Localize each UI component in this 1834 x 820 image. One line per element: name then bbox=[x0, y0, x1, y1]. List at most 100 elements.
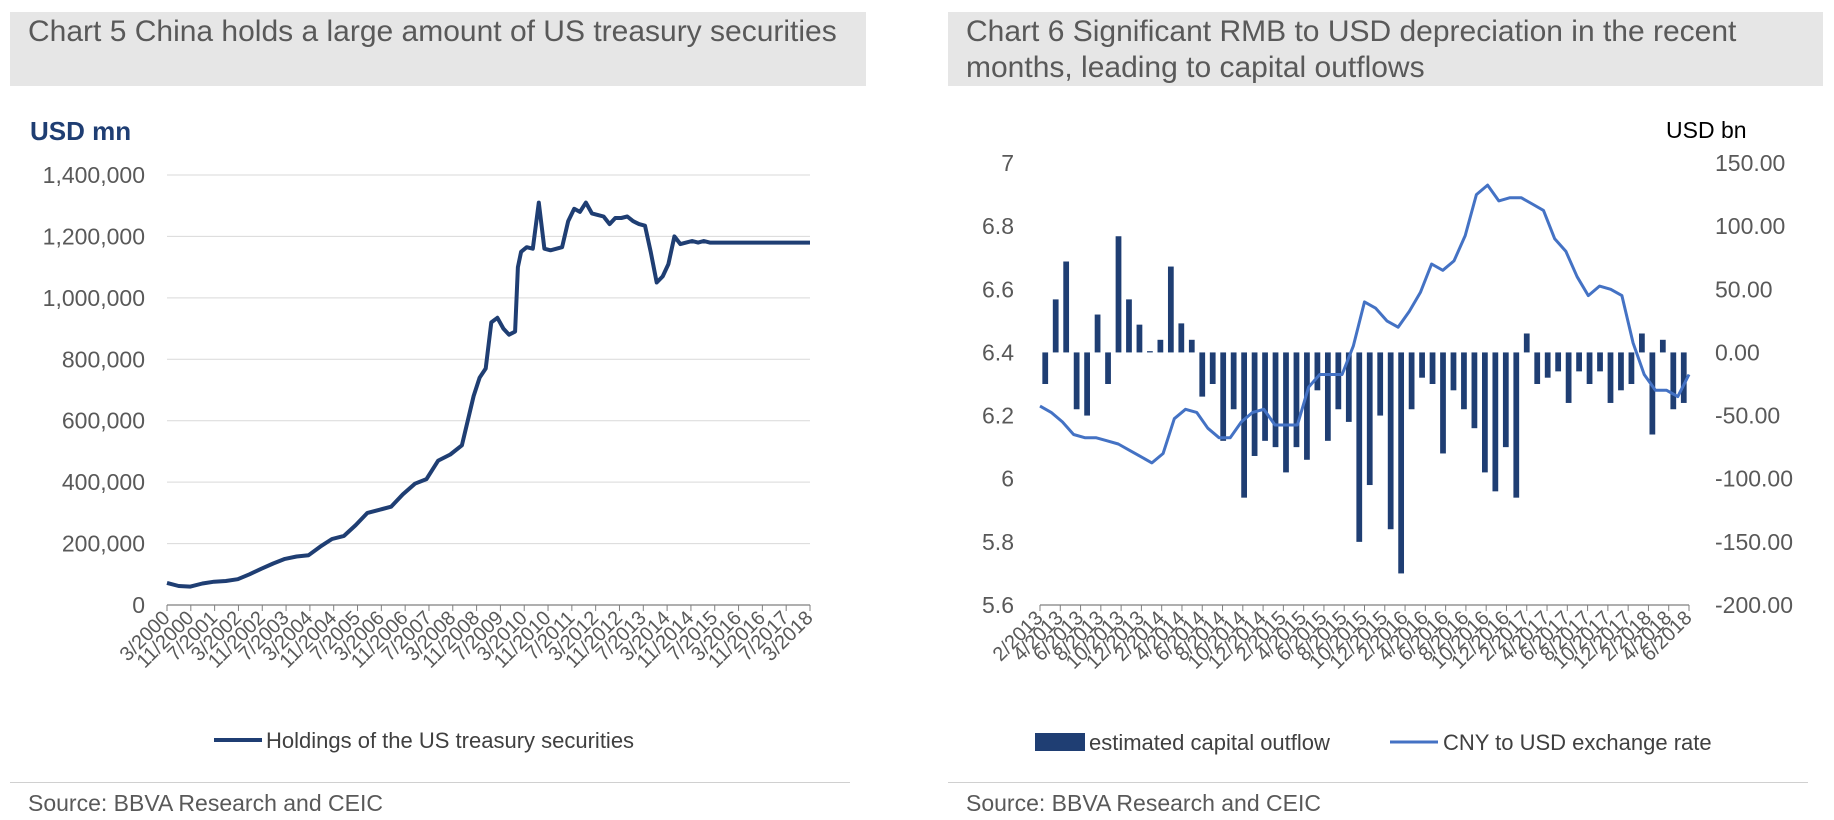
chart5-ytick-label: 600,000 bbox=[62, 408, 145, 434]
chart6-outflow-bar bbox=[1283, 352, 1289, 473]
chart6-right-tick-label: 100.00 bbox=[1715, 213, 1785, 239]
chart6-outflow-bar bbox=[1230, 352, 1237, 410]
chart5-source: Source: BBVA Research and CEIC bbox=[28, 790, 383, 816]
chart6-source: Source: BBVA Research and CEIC bbox=[966, 790, 1321, 816]
chart6-outflow-bar bbox=[1544, 352, 1551, 378]
chart6-outflow-bar bbox=[1366, 352, 1373, 486]
chart5-legend-label: Holdings of the US treasury securities bbox=[266, 728, 634, 753]
chart6-outflow-bar bbox=[1607, 352, 1614, 403]
chart5-holdings-line bbox=[166, 200, 810, 589]
chart5-ytick-label: 1,200,000 bbox=[43, 223, 145, 249]
chart6-right-tick-label: -150.00 bbox=[1715, 529, 1793, 555]
chart5-title: Chart 5 China holds a large amount of US… bbox=[10, 12, 866, 86]
chart6-outflow-bar bbox=[1115, 236, 1122, 353]
chart6-outflow-bar bbox=[1429, 352, 1436, 384]
chart6-outflow-bar bbox=[1042, 352, 1049, 384]
chart6-outflow-bar bbox=[1251, 352, 1258, 456]
chart6-right-tick-label: -200.00 bbox=[1715, 592, 1793, 618]
chart6-outflow-bar bbox=[1304, 352, 1310, 460]
chart6-outflow-bar bbox=[1220, 352, 1227, 441]
chart6-outflow-bar bbox=[1555, 352, 1562, 372]
chart6-outflow-bar bbox=[1618, 352, 1624, 391]
chart6-legend-line-label: CNY to USD exchange rate bbox=[1443, 730, 1712, 755]
chart5-unit-label: USD mn bbox=[30, 116, 131, 146]
chart6-legend-bar-swatch bbox=[1035, 733, 1085, 751]
chart5-ytick-label: 400,000 bbox=[62, 469, 145, 495]
chart6-outflow-bar bbox=[1419, 352, 1425, 378]
chart6-outflow-bar bbox=[1513, 352, 1520, 498]
chart6-outflow-bar bbox=[1680, 352, 1687, 403]
chart6-outflow-bar bbox=[1084, 352, 1090, 416]
chart6-left-tick-label: 5.6 bbox=[982, 592, 1014, 618]
chart6-outflow-bar bbox=[1398, 352, 1405, 574]
chart6-outflow-bar bbox=[1073, 352, 1080, 410]
chart6-exchange-rate-line bbox=[1039, 183, 1691, 465]
chart6-outflow-bar bbox=[1314, 352, 1321, 391]
chart6-unit-label: USD bn bbox=[1666, 117, 1747, 143]
chart6-outflow-bar bbox=[1262, 352, 1268, 441]
chart6-outflow-bar bbox=[1628, 352, 1635, 384]
chart6-outflow-bar bbox=[1209, 352, 1216, 384]
chart6-outflow-bar bbox=[1408, 352, 1415, 410]
chart6-outflow-bar bbox=[1670, 352, 1677, 410]
chart6-outflow-bar bbox=[1659, 339, 1666, 353]
chart6-outflow-bar bbox=[1272, 352, 1279, 448]
chart6-outflow-bar bbox=[1377, 352, 1384, 416]
chart6-outflow-bar bbox=[1063, 261, 1070, 353]
chart6-left-tick-label: 5.8 bbox=[982, 529, 1014, 555]
chart6-outflow-bar bbox=[1534, 352, 1541, 384]
chart6-outflow-bar bbox=[1565, 352, 1572, 403]
chart6-outflow-bar bbox=[1324, 352, 1331, 441]
chart5-ytick-label: 800,000 bbox=[62, 346, 145, 372]
chart6-outflow-bar bbox=[1335, 352, 1342, 410]
chart6-outflow-bar bbox=[1345, 352, 1352, 422]
chart6-outflow-bar bbox=[1199, 352, 1206, 397]
chart6-right-tick-label: -100.00 bbox=[1715, 466, 1793, 492]
chart5-ytick-label: 0 bbox=[132, 592, 145, 618]
chart6-right-tick-label: -50.00 bbox=[1715, 403, 1780, 429]
chart6-outflow-bar bbox=[1136, 324, 1143, 353]
chart6-source-divider bbox=[948, 782, 1808, 783]
chart6-outflow-bar bbox=[1597, 352, 1603, 372]
chart6-outflow-bar bbox=[1471, 352, 1478, 429]
chart6-right-tick-label: 150.00 bbox=[1715, 150, 1785, 176]
chart6-outflow-bar bbox=[1649, 352, 1656, 435]
chart5-panel: Chart 5 China holds a large amount of US… bbox=[0, 0, 900, 820]
chart6-left-tick-label: 6 bbox=[1001, 466, 1014, 492]
chart5-ytick-label: 1,000,000 bbox=[43, 285, 145, 311]
chart6-outflow-bar bbox=[1157, 339, 1164, 353]
chart6-outflow-bar bbox=[1356, 352, 1363, 542]
chart6-outflow-bar bbox=[1105, 352, 1111, 384]
chart6-outflow-bar bbox=[1052, 299, 1059, 353]
chart6-outflow-bar bbox=[1576, 352, 1582, 372]
chart6-legend-bar-label: estimated capital outflow bbox=[1089, 730, 1330, 755]
chart5-ytick-label: 1,400,000 bbox=[43, 162, 145, 188]
chart6-left-tick-label: 6.6 bbox=[982, 276, 1014, 302]
chart5-plot: USD mn 0 200,000 400,000 600,000 800,000 1,000… bbox=[30, 116, 818, 753]
chart6-outflow-bar bbox=[1440, 352, 1446, 454]
chart5-source-divider bbox=[10, 782, 850, 783]
chart6-left-tick-label: 6.4 bbox=[982, 339, 1014, 365]
chart6-outflow-bar bbox=[1586, 352, 1593, 384]
chart6-outflow-bar bbox=[1482, 352, 1488, 473]
chart6-left-tick-label: 6.8 bbox=[982, 213, 1014, 239]
chart6-right-tick-label: 50.00 bbox=[1715, 276, 1773, 302]
chart6-outflow-bar bbox=[1450, 352, 1457, 391]
chart5-ytick-label: 200,000 bbox=[62, 531, 145, 557]
chart6-outflow-bar bbox=[1639, 333, 1645, 353]
chart6-outflow-bar bbox=[1523, 333, 1530, 353]
chart6-outflow-bar bbox=[1293, 352, 1300, 448]
chart6-outflow-bar bbox=[1126, 299, 1132, 353]
chart6-plot: USD bn 5.6 5.8 6 6.2 6.4 6.6 6.8 7 -200.00 -150.00… bbox=[982, 117, 1793, 755]
chart6-outflow-bar bbox=[1167, 266, 1174, 353]
chart6-outflow-bar bbox=[1387, 352, 1394, 530]
chart6-left-tick-label: 7 bbox=[1001, 150, 1014, 176]
chart6-title: Chart 6 Significant RMB to USD depreciat… bbox=[948, 12, 1823, 86]
chart6-outflow-bar bbox=[1492, 352, 1499, 492]
chart6-outflow-bar bbox=[1241, 352, 1247, 498]
chart6-left-tick-label: 6.2 bbox=[982, 403, 1014, 429]
chart6-outflow-bar bbox=[1178, 323, 1185, 353]
chart6-outflow-bar bbox=[1147, 351, 1153, 353]
chart6-outflow-bar bbox=[1188, 339, 1195, 353]
chart6-outflow-bar bbox=[1461, 352, 1467, 410]
